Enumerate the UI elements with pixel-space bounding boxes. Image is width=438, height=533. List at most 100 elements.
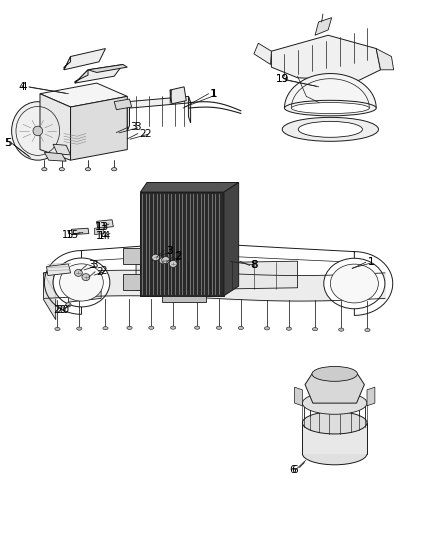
Text: 8: 8 bbox=[252, 261, 258, 270]
Ellipse shape bbox=[339, 328, 344, 331]
Text: 2: 2 bbox=[144, 128, 151, 139]
Polygon shape bbox=[75, 70, 88, 83]
Ellipse shape bbox=[302, 442, 367, 465]
Polygon shape bbox=[44, 152, 66, 161]
Ellipse shape bbox=[77, 327, 82, 330]
Ellipse shape bbox=[170, 326, 176, 329]
Ellipse shape bbox=[162, 257, 170, 264]
Polygon shape bbox=[285, 74, 376, 108]
Ellipse shape bbox=[53, 258, 110, 307]
Ellipse shape bbox=[12, 102, 64, 160]
Ellipse shape bbox=[103, 327, 108, 330]
Text: 3: 3 bbox=[88, 261, 95, 270]
Text: 1: 1 bbox=[367, 257, 374, 267]
Ellipse shape bbox=[66, 303, 71, 307]
Ellipse shape bbox=[286, 327, 291, 330]
Polygon shape bbox=[71, 96, 127, 160]
Ellipse shape bbox=[152, 254, 159, 261]
Ellipse shape bbox=[312, 328, 318, 331]
Polygon shape bbox=[162, 296, 206, 302]
Ellipse shape bbox=[216, 326, 222, 329]
Ellipse shape bbox=[302, 392, 367, 414]
Text: 15: 15 bbox=[62, 230, 74, 240]
Ellipse shape bbox=[60, 264, 103, 301]
Polygon shape bbox=[141, 182, 239, 192]
Ellipse shape bbox=[365, 328, 370, 332]
Ellipse shape bbox=[169, 261, 177, 267]
Ellipse shape bbox=[282, 117, 378, 141]
Polygon shape bbox=[43, 273, 56, 320]
Ellipse shape bbox=[112, 167, 117, 171]
Ellipse shape bbox=[149, 326, 154, 329]
Polygon shape bbox=[367, 387, 375, 406]
Ellipse shape bbox=[159, 257, 167, 264]
Text: 5: 5 bbox=[5, 138, 12, 148]
Polygon shape bbox=[294, 387, 302, 406]
Text: 3: 3 bbox=[166, 246, 173, 255]
Text: 13: 13 bbox=[95, 222, 107, 232]
Ellipse shape bbox=[55, 327, 60, 330]
Polygon shape bbox=[302, 422, 367, 454]
Ellipse shape bbox=[194, 326, 200, 329]
Ellipse shape bbox=[330, 264, 378, 303]
Text: 19: 19 bbox=[276, 75, 289, 84]
Text: 2: 2 bbox=[100, 266, 107, 276]
Ellipse shape bbox=[33, 126, 42, 136]
Polygon shape bbox=[64, 49, 106, 70]
Text: 8: 8 bbox=[251, 261, 257, 270]
Ellipse shape bbox=[285, 100, 376, 116]
Polygon shape bbox=[46, 264, 71, 276]
Ellipse shape bbox=[265, 327, 270, 330]
Text: 14: 14 bbox=[96, 231, 108, 241]
Polygon shape bbox=[53, 144, 71, 155]
Ellipse shape bbox=[324, 259, 385, 309]
Text: 6: 6 bbox=[289, 465, 296, 474]
Polygon shape bbox=[75, 64, 123, 83]
Text: 2: 2 bbox=[174, 252, 181, 262]
Ellipse shape bbox=[291, 102, 369, 114]
Polygon shape bbox=[95, 227, 103, 235]
Polygon shape bbox=[88, 64, 127, 72]
Polygon shape bbox=[43, 265, 100, 294]
Text: 2: 2 bbox=[97, 267, 103, 277]
Polygon shape bbox=[127, 96, 191, 108]
Text: 13: 13 bbox=[96, 222, 109, 232]
Text: 2: 2 bbox=[175, 251, 182, 261]
Text: 15: 15 bbox=[65, 230, 78, 240]
Polygon shape bbox=[64, 56, 71, 70]
Polygon shape bbox=[254, 43, 272, 64]
Ellipse shape bbox=[82, 273, 90, 280]
Polygon shape bbox=[68, 281, 101, 302]
Text: 4: 4 bbox=[18, 82, 25, 92]
Polygon shape bbox=[188, 96, 191, 123]
Text: 3: 3 bbox=[92, 261, 98, 270]
Text: 2: 2 bbox=[140, 128, 146, 139]
Text: 1: 1 bbox=[367, 257, 374, 267]
Ellipse shape bbox=[302, 411, 367, 434]
Polygon shape bbox=[40, 94, 71, 160]
Text: 3: 3 bbox=[134, 122, 141, 132]
Text: 3: 3 bbox=[166, 246, 173, 255]
Text: 20: 20 bbox=[53, 305, 66, 315]
Ellipse shape bbox=[298, 122, 362, 138]
Polygon shape bbox=[272, 35, 381, 80]
Polygon shape bbox=[170, 87, 186, 104]
Polygon shape bbox=[97, 220, 113, 228]
Polygon shape bbox=[315, 18, 332, 35]
Ellipse shape bbox=[74, 269, 82, 276]
Ellipse shape bbox=[238, 326, 244, 329]
Polygon shape bbox=[123, 274, 141, 290]
Polygon shape bbox=[305, 374, 364, 403]
Ellipse shape bbox=[312, 367, 357, 381]
Text: 19: 19 bbox=[276, 75, 289, 84]
Text: 5: 5 bbox=[4, 138, 11, 148]
Polygon shape bbox=[127, 103, 130, 131]
Ellipse shape bbox=[59, 167, 64, 171]
Ellipse shape bbox=[42, 167, 47, 171]
Ellipse shape bbox=[127, 326, 132, 329]
Text: 6: 6 bbox=[291, 465, 298, 474]
Ellipse shape bbox=[85, 167, 91, 171]
Polygon shape bbox=[71, 228, 89, 235]
Polygon shape bbox=[123, 248, 141, 264]
Polygon shape bbox=[224, 182, 239, 296]
